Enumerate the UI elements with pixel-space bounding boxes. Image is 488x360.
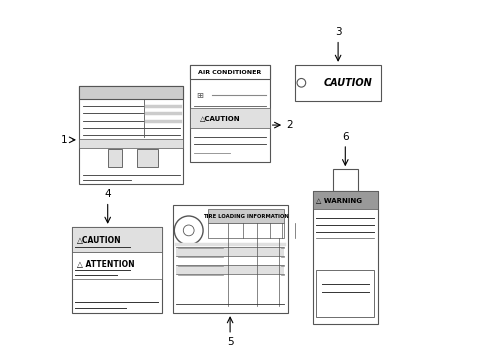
FancyBboxPatch shape [294,65,381,101]
Text: △ ATTENTION: △ ATTENTION [77,260,135,269]
Text: AIR CONDITIONER: AIR CONDITIONER [198,69,261,75]
Text: TIRE LOADING INFORMATION: TIRE LOADING INFORMATION [203,213,288,219]
FancyBboxPatch shape [190,65,269,79]
FancyBboxPatch shape [208,209,284,223]
FancyBboxPatch shape [312,191,377,324]
FancyBboxPatch shape [190,65,269,162]
FancyBboxPatch shape [312,191,377,209]
Text: CAUTION: CAUTION [323,78,372,88]
FancyBboxPatch shape [190,108,269,128]
Text: 1: 1 [61,135,68,145]
FancyBboxPatch shape [316,270,373,317]
Text: 6: 6 [341,132,348,142]
FancyBboxPatch shape [172,205,287,313]
Text: △CAUTION: △CAUTION [199,115,240,121]
FancyBboxPatch shape [176,265,284,274]
FancyBboxPatch shape [79,139,183,148]
FancyBboxPatch shape [79,86,183,99]
Text: 4: 4 [104,189,111,199]
Text: 5: 5 [226,337,233,347]
Text: △CAUTION: △CAUTION [77,236,122,245]
Text: △ WARNING: △ WARNING [316,197,362,203]
Text: 3: 3 [334,27,341,37]
Text: 2: 2 [285,120,292,130]
FancyBboxPatch shape [72,227,162,313]
FancyBboxPatch shape [332,169,357,191]
FancyBboxPatch shape [176,247,284,256]
FancyBboxPatch shape [79,86,183,184]
FancyBboxPatch shape [72,227,162,252]
FancyBboxPatch shape [72,252,162,279]
FancyBboxPatch shape [107,149,122,167]
Text: ⊞: ⊞ [196,91,203,100]
FancyBboxPatch shape [136,149,158,167]
FancyBboxPatch shape [208,223,284,238]
